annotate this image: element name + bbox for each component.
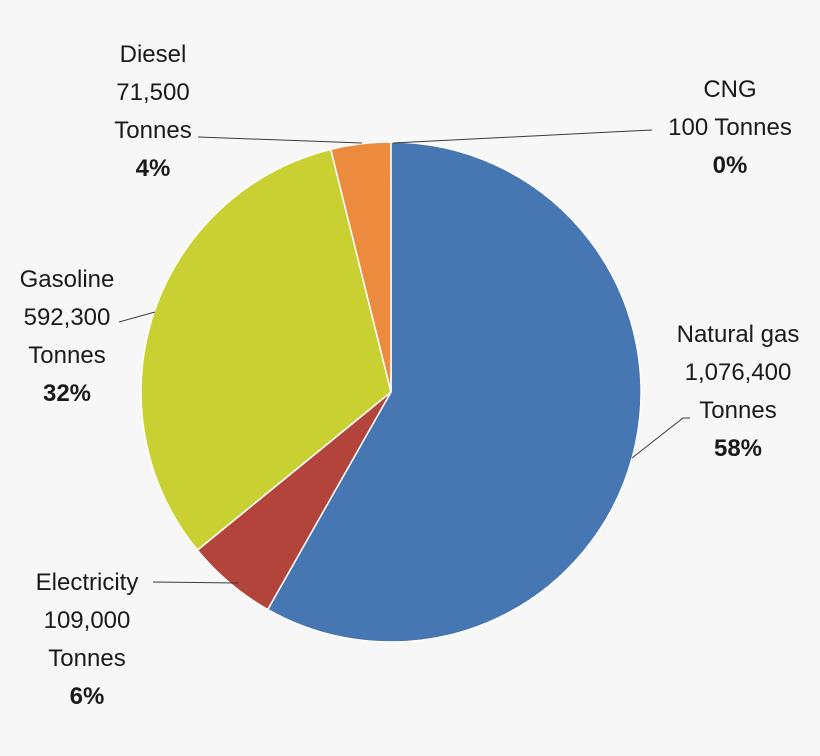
label-electricity-category: Electricity: [36, 569, 139, 596]
slice-label-diesel: Diesel 71,500 Tonnes 4%: [114, 41, 191, 182]
label-cng-value: 100 Tonnes: [668, 114, 792, 141]
slice-label-electricity: Electricity 109,000 Tonnes 6%: [36, 569, 139, 710]
label-diesel-value: 71,500: [116, 79, 189, 106]
label-diesel-unit: Tonnes: [114, 117, 191, 144]
label-electricity-unit: Tonnes: [48, 645, 125, 672]
leader-line-electricity: [152, 581, 239, 584]
label-gasoline-value: 592,300: [24, 304, 111, 331]
leader-lines: [118, 129, 690, 584]
slice-label-gasoline: Gasoline 592,300 Tonnes 32%: [20, 266, 115, 407]
leader-line-natural-gas: [631, 417, 690, 459]
leader-line-gasoline: [118, 311, 156, 323]
label-gasoline-unit: Tonnes: [28, 342, 105, 369]
label-natural-gas-category: Natural gas: [677, 321, 800, 348]
leader-line-diesel: [197, 136, 363, 144]
slice-label-natural-gas: Natural gas 1,076,400 Tonnes 58%: [677, 321, 800, 462]
label-diesel-category: Diesel: [120, 41, 187, 68]
label-gasoline-percent: 32%: [43, 380, 91, 407]
label-electricity-percent: 6%: [70, 683, 105, 710]
label-natural-gas-value: 1,076,400: [685, 359, 792, 386]
label-cng-category: CNG: [703, 76, 756, 103]
pie-slice-natural-gas: [266, 141, 642, 643]
label-diesel-percent: 4%: [136, 155, 171, 182]
slice-label-cng: CNG 100 Tonnes 0%: [668, 76, 792, 179]
pie-slices: [140, 141, 642, 643]
slice-labels: Natural gas 1,076,400 Tonnes 58% Electricity…: [20, 41, 800, 710]
label-natural-gas-unit: Tonnes: [699, 397, 776, 424]
label-gasoline-category: Gasoline: [20, 266, 115, 293]
label-electricity-value: 109,000: [44, 607, 131, 634]
leader-line-cng: [392, 129, 653, 144]
label-natural-gas-percent: 58%: [714, 435, 762, 462]
label-cng-percent: 0%: [713, 152, 748, 179]
pie-slice-gasoline: [140, 148, 392, 552]
